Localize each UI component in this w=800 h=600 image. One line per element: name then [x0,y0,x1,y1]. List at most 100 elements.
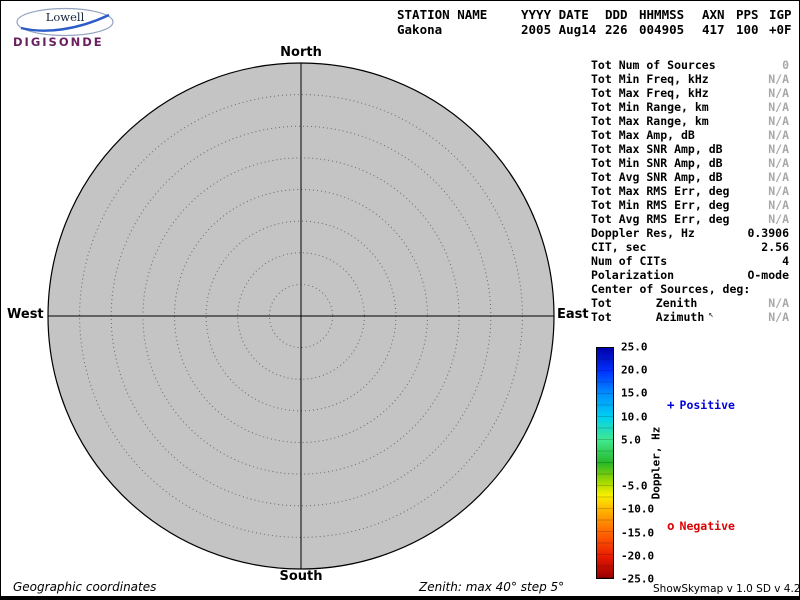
stat-value: N/A [768,198,789,212]
stat-value: N/A [768,156,789,170]
stats-row: Tot Min SNR Amp, dB N/A [591,156,789,170]
lowell-digisonde-logo: Lowell DIGISONDE [11,6,123,52]
stat-sublabel: Azimuth [655,310,705,324]
colorbar-tick: -20.0 [621,549,655,563]
colorbar-tick: -5.0 [621,479,648,493]
stats-row: Tot Max Range, km N/A [591,114,789,128]
stat-value: N/A [768,184,789,198]
positive-label: Positive [679,398,735,412]
stat-value: N/A [768,296,789,310]
stat-value: N/A [768,142,789,156]
header-time-value: 004905 [639,22,685,37]
negative-legend: o Negative [667,518,735,533]
stat-value: N/A [768,128,789,142]
stat-label: Tot Max RMS Err, deg [591,184,730,198]
header-values: Gakona 2005 Aug14 226 004905 417 100 +0F [397,22,797,37]
direction-label-north: North [280,45,322,60]
stats-panel: Tot Num of Sources 0 Tot Min Freq, kHz N/A… [591,58,789,324]
stat-value: O-mode [747,268,789,282]
negative-marker-icon: o [667,518,675,533]
stats-row: Tot Max Freq, kHz N/A [591,86,789,100]
logo-swoosh [20,13,110,32]
colorbar-tick: -10.0 [621,502,655,516]
stats-row: Polarization O-mode [591,268,789,282]
stats-row: Tot Avg SNR Amp, dB N/A [591,170,789,184]
colorbar-tick: 25.0 [621,340,648,354]
colorbar-tick: 20.0 [621,363,648,377]
mouse-cursor-icon: ↖ [708,310,714,320]
colorbar-band-lines [597,348,613,578]
positive-marker-icon: + [667,397,675,412]
header-labels: STATION NAME YYYY DATE DDD HHMMSS AXN PP… [397,7,797,22]
stat-value: 0.3906 [747,226,789,240]
stat-label: Tot Min Freq, kHz [591,72,709,86]
direction-label-south: South [279,569,323,584]
header-axn-label: AXN [702,7,725,22]
negative-label: Negative [679,519,735,533]
colorbar-tick: 10.0 [621,410,648,424]
logo-lowell-text: Lowell [46,10,85,24]
header-igp-value: +0F [769,22,792,37]
logo-digisonde-text: DIGISONDE [13,35,104,49]
stat-label: Tot Avg RMS Err, deg [591,212,730,226]
colorbar-tick: -15.0 [621,526,655,540]
stat-value: 4 [782,254,789,268]
stats-row: Tot Zenith N/A [591,296,789,310]
stat-value: N/A [768,72,789,86]
stat-sublabel: Zenith [655,296,698,310]
stats-row: Tot Max SNR Amp, dB N/A [591,142,789,156]
stat-value: 0 [782,58,789,72]
stat-label: Tot Min RMS Err, deg [591,198,730,212]
stat-label: Center of Sources, deg: [591,282,751,296]
stat-value: N/A [768,114,789,128]
stats-row: CIT, sec 2.56 [591,240,789,254]
stat-value: N/A [768,212,789,226]
stat-label: Tot [591,310,612,324]
stat-label: Tot Num of Sources [591,58,716,72]
header-ddd-value: 226 [605,22,628,37]
stat-label: Tot Max Range, km [591,114,709,128]
zenith-scale-label: Zenith: max 40° step 5° [419,580,565,594]
stat-label: Tot Avg SNR Amp, dB [591,170,723,184]
stat-value: N/A [768,86,789,100]
header-igp-label: IGP [769,7,792,22]
stat-value: 2.56 [761,240,789,254]
stats-row: Tot Num of Sources 0 [591,58,789,72]
header-station-label: STATION NAME [397,7,488,22]
stat-label: CIT, sec [591,240,647,254]
header-axn-value: 417 [702,22,725,37]
colorbar-tick: 5.0 [621,433,641,447]
stats-row: Tot Min Freq, kHz N/A [591,72,789,86]
stat-label: Num of CITs [591,254,668,268]
positive-legend: + Positive [667,397,735,412]
stat-label: Tot Max Freq, kHz [591,86,709,100]
colorbar-axis-label: Doppler, Hz [649,426,663,500]
colorbar-tick: 15.0 [621,386,648,400]
colorbar-tick: -25.0 [621,572,655,586]
header-date-value: 2005 Aug14 [521,22,597,37]
header-date-label: YYYY DATE [521,7,589,22]
stat-label: Polarization [591,268,675,282]
coordinate-system-label: Geographic coordinates [13,580,157,594]
stats-row: Tot Max Amp, dB N/A [591,128,789,142]
stats-row: Tot Min RMS Err, deg N/A [591,198,789,212]
stat-label: Tot Max Amp, dB [591,128,695,142]
stats-row: Tot Min Range, km N/A [591,100,789,114]
stats-row: Center of Sources, deg: [591,282,789,296]
stats-row: Tot Max RMS Err, deg N/A [591,184,789,198]
stats-row: Tot Azimuth ↖ N/A [591,310,789,324]
stat-value: N/A [768,100,789,114]
colorbar-ticks: 25.0 20.0 15.0 10.0 5.0 -5.0 -10.0 -15.0… [621,341,667,586]
stats-row: Doppler Res, Hz 0.3906 [591,226,789,240]
header-pps-value: 100 [736,22,759,37]
stats-row: Tot Avg RMS Err, deg N/A [591,212,789,226]
stat-label: Tot Min SNR Amp, dB [591,156,723,170]
direction-label-east: East [557,307,589,322]
stat-value: N/A [768,310,789,324]
header-ddd-label: DDD [605,7,628,22]
stat-label: Tot Min Range, km [591,100,709,114]
version-label: ShowSkymap v 1.0 SD v 4.2 [653,583,800,595]
stat-label: Doppler Res, Hz [591,226,695,240]
